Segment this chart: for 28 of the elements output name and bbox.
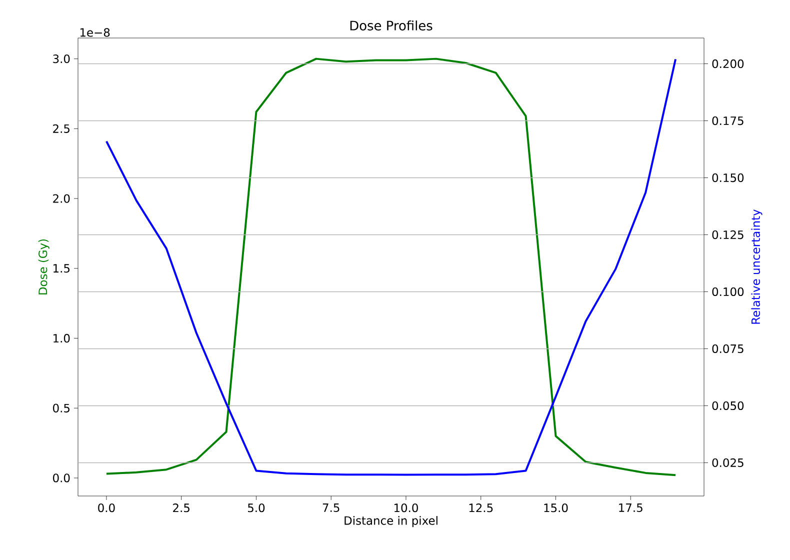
- y-axis-title: Dose (Gy): [38, 239, 50, 294]
- y-tick-label: 2.0: [53, 194, 70, 203]
- y-tick-label: 1.0: [54, 334, 70, 343]
- x-tick-label: 12.5: [469, 504, 493, 512]
- y2-axis-title: Relative uncertainty: [751, 210, 762, 324]
- x-axis-title: Distance in pixel: [344, 516, 438, 528]
- x-tick-label: 0.0: [98, 504, 115, 512]
- y2-tick-label: 0.100: [712, 287, 744, 296]
- y-tick-label: 0.5: [53, 404, 70, 412]
- y2-tick-label: 0.025: [712, 458, 744, 468]
- x-tick-label: 10.0: [394, 504, 418, 512]
- y-tick-label: 0.0: [53, 474, 70, 482]
- x-tick-label: 7.5: [322, 504, 340, 512]
- y2-tick-label: 0.125: [712, 230, 744, 240]
- y2-tick-label: 0.200: [712, 59, 744, 68]
- y2-tick-label: 0.175: [712, 116, 744, 126]
- text: 1e−8: [80, 28, 110, 37]
- y-tick-label: 3.0: [53, 54, 70, 64]
- x-tick-label: 15.0: [544, 504, 568, 512]
- x-tick-label: 5.0: [248, 504, 265, 512]
- x-tick-label: 17.5: [619, 504, 642, 512]
- y2-tick-label: 0.075: [712, 344, 744, 354]
- y-tick-label: 2.5: [53, 124, 70, 133]
- x-tick-label: 2.5: [173, 504, 190, 512]
- chart-title: Dose Profiles: [350, 20, 432, 30]
- y-tick-label: 1.5: [54, 264, 70, 273]
- y2-tick-label: 0.050: [712, 401, 744, 410]
- y2-tick-label: 0.150: [712, 173, 744, 182]
